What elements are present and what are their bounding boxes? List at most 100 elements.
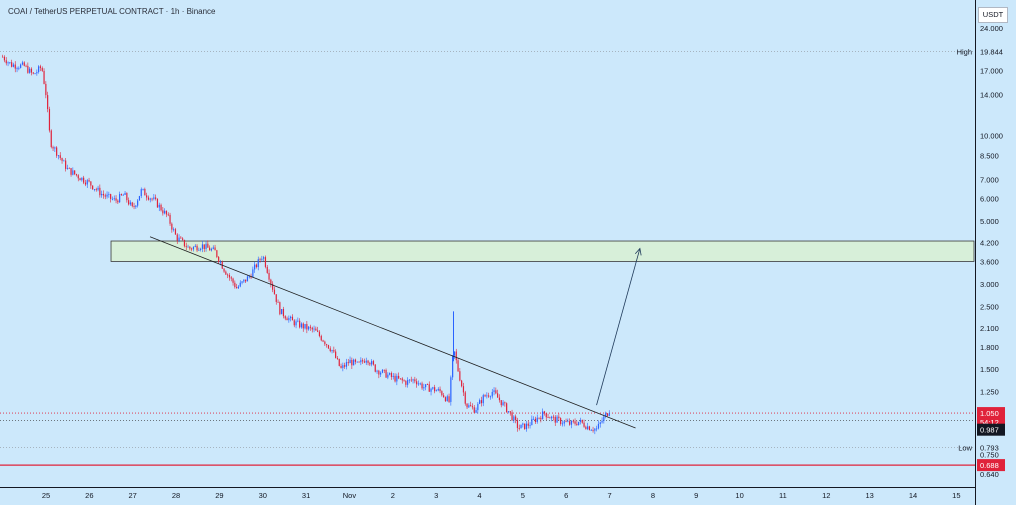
candle-body (504, 402, 506, 404)
candle-body (549, 417, 551, 419)
candle-body (227, 274, 229, 276)
candle-body (327, 345, 330, 349)
candle-body (187, 246, 189, 248)
candle-body (408, 379, 411, 381)
candle-body (313, 328, 315, 330)
candle-body (563, 421, 565, 424)
candle-body (536, 417, 538, 423)
candle-body (259, 259, 261, 260)
price-tick-label: 2.500 (980, 302, 999, 311)
candle-body (390, 373, 393, 377)
candle-body (66, 167, 69, 169)
candle-body (520, 424, 522, 429)
candle-body (48, 109, 51, 131)
candle-body (30, 68, 33, 73)
candle-body (254, 264, 256, 270)
candle-body (608, 413, 610, 416)
candle-body (113, 198, 115, 200)
candle-body (596, 428, 598, 430)
candle-body (547, 417, 549, 419)
price-tick-label: 14.000 (980, 90, 1003, 99)
candle-body (131, 202, 133, 207)
candle-body (345, 362, 348, 367)
candle-body (162, 210, 164, 214)
candle-body (149, 198, 151, 200)
candle-body (356, 361, 358, 363)
candle-body (362, 360, 364, 362)
candle-body (387, 374, 389, 378)
candle-body (462, 386, 465, 393)
candle-body (569, 421, 571, 425)
price-tick-label: 3.600 (980, 257, 999, 266)
candle-body (457, 360, 459, 372)
candle-body (335, 351, 337, 358)
candle-body (207, 243, 209, 248)
candle-body (322, 340, 324, 342)
candle-body (279, 302, 281, 315)
candle-body (410, 379, 412, 381)
candle-body (365, 360, 367, 363)
time-tick-label: 31 (302, 491, 310, 500)
time-tick-label: 25 (42, 491, 50, 500)
candle-body (464, 392, 466, 404)
candle-body (54, 147, 56, 149)
candle-body (173, 229, 175, 231)
candle-body (488, 395, 490, 397)
candle-body (560, 418, 562, 424)
candle-body (554, 416, 556, 423)
candle-body (439, 388, 441, 392)
currency-unit-button[interactable]: USDT (978, 7, 1008, 23)
candle-body (284, 316, 286, 319)
resistance-zone[interactable] (110, 240, 975, 262)
candle-body (43, 70, 45, 84)
candle-body (450, 377, 452, 402)
candle-body (257, 259, 259, 268)
candle-body (16, 68, 18, 70)
price-tick-label: 24.000 (980, 24, 1003, 33)
candle-body (160, 204, 162, 211)
current-price-label: 1.050 (980, 409, 999, 418)
candle-body (182, 238, 184, 240)
candle-body (380, 372, 382, 375)
candle-body (534, 418, 537, 423)
candle-body (518, 428, 520, 429)
candle-body (446, 396, 448, 402)
projection-arrow-line[interactable] (596, 248, 641, 406)
candle-body (531, 418, 533, 426)
candle-body (183, 239, 186, 247)
candle-body (180, 237, 182, 239)
candle-body (70, 168, 72, 175)
candle-body (556, 416, 558, 423)
descending-trendline[interactable] (149, 236, 636, 429)
candle-body (189, 246, 191, 249)
candle-body (277, 301, 279, 303)
time-tick-label: 9 (694, 491, 698, 500)
candle-body (75, 174, 78, 176)
candle-body (338, 358, 340, 366)
candle-body (572, 420, 574, 422)
candle-body (192, 246, 195, 250)
candle-body (20, 64, 22, 68)
candle-body (261, 258, 263, 260)
level-0987-label: 0.987 (980, 426, 999, 435)
header-separator: · (163, 7, 171, 16)
candle-body (135, 205, 137, 208)
candle-body (453, 351, 456, 356)
candle-body (381, 369, 384, 373)
time-tick-label: 28 (172, 491, 180, 500)
symbol-label: COAI / TetherUS PERPETUAL CONTRACT (8, 7, 164, 16)
candle-body (444, 397, 447, 402)
candle-body (363, 361, 366, 363)
candle-body (401, 378, 403, 381)
candle-body (565, 421, 567, 423)
candle-body (45, 83, 47, 96)
candle-body (378, 370, 380, 375)
price-tick-label: 1.250 (980, 388, 999, 397)
candle-body (471, 406, 474, 408)
header-separator-2: · (179, 7, 187, 16)
candle-body (133, 206, 135, 208)
candle-body (248, 276, 250, 278)
candle-body (538, 417, 540, 419)
candle-body (358, 361, 360, 363)
